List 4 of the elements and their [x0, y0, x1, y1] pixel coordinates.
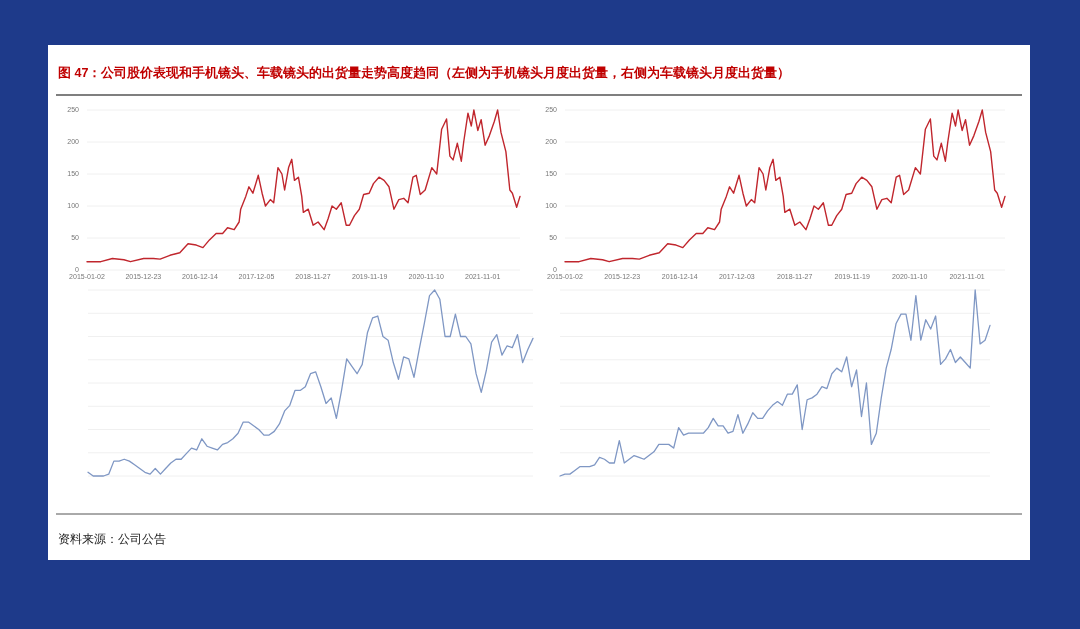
line-series [564, 109, 1006, 263]
text: 资料来源：公司公告 [58, 532, 166, 546]
chart-title: 图 47：公司股价表现和手机镜头、车载镜头的出货量走势高度趋同（左侧为手机镜头月度出货量，右侧为车载镜头月度出货量） [58, 65, 791, 80]
line-series [86, 109, 521, 263]
